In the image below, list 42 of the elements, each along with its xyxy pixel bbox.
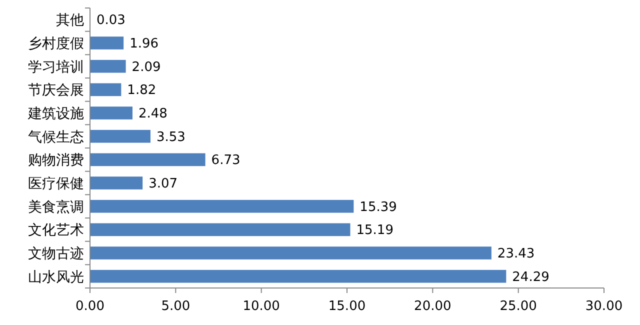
y-tick-label: 其他 <box>56 12 84 29</box>
bar <box>90 200 354 213</box>
data-label: 3.53 <box>156 130 186 145</box>
y-tick-label: 节庆会展 <box>28 82 84 99</box>
data-label: 23.43 <box>497 246 535 262</box>
bar <box>90 36 124 50</box>
data-label: 0.03 <box>96 13 126 28</box>
x-tick-label: 15.00 <box>328 299 366 314</box>
data-label: 2.48 <box>138 106 168 122</box>
y-tick-label: 气候生态 <box>28 129 84 146</box>
bar <box>90 223 350 236</box>
x-tick-label: 25.00 <box>500 299 537 314</box>
y-tick-label: 美食烹调 <box>28 199 84 216</box>
y-tick-label: 医疗保健 <box>28 176 84 192</box>
x-tick-label: 30.00 <box>585 299 623 314</box>
bar <box>90 153 206 166</box>
y-tick-label: 乡村度假 <box>28 36 84 52</box>
y-tick-label: 建筑设施 <box>27 106 84 122</box>
bar <box>90 60 126 73</box>
y-tick-label: 学习培训 <box>28 59 84 76</box>
data-label: 3.07 <box>148 176 178 192</box>
y-tick-label: 文物古迹 <box>28 246 84 262</box>
x-tick-label: 0.00 <box>76 299 104 314</box>
bar <box>90 176 143 190</box>
data-label: 24.29 <box>512 270 550 285</box>
bar <box>90 270 506 283</box>
data-label: 15.19 <box>356 223 394 238</box>
data-label: 1.96 <box>130 36 159 52</box>
x-tick-label: 5.00 <box>161 299 190 314</box>
bar <box>90 106 132 120</box>
y-tick-label: 购物消费 <box>28 152 84 169</box>
x-tick-label: 20.00 <box>414 299 452 314</box>
x-tick-label: 10.00 <box>242 299 280 314</box>
bar <box>90 246 492 260</box>
data-label: 1.82 <box>127 83 156 98</box>
bar <box>90 83 122 96</box>
y-tick-label: 文化艺术 <box>28 222 84 239</box>
data-label: 2.09 <box>132 60 161 75</box>
bar <box>90 130 150 143</box>
data-label: 6.73 <box>211 153 240 168</box>
data-label: 15.39 <box>360 200 397 215</box>
y-tick-label: 山水风光 <box>28 269 84 286</box>
